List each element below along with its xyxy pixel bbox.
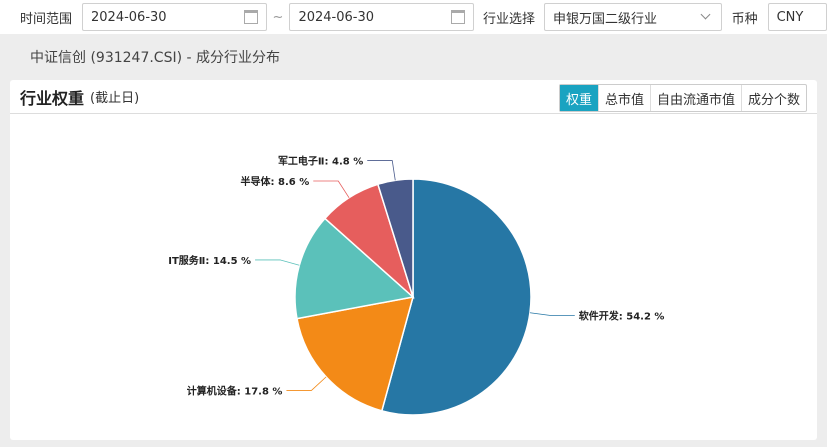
label-leader-line [255,259,300,266]
slice-label: 软件开发: 54.2 % [579,309,665,322]
calendar-icon[interactable] [243,10,258,24]
slice-label: 军工电子Ⅱ: 4.8 % [278,155,363,168]
slice-label: 半导体: 8.6 % [241,175,310,188]
industry-label: 行业选择 [482,11,535,27]
tab-total-market-cap[interactable]: 总市值 [597,85,650,111]
card-header: 行业权重 (截止日) 权重 总市值 自由流通市值 成分个数 [10,80,817,114]
card-subtitle: (截止日) [90,91,140,106]
industry-value: 申银万国二级行业 [552,11,657,27]
filter-bar: 时间范围 2024-06-30 ~ 2024-06-30 行业选择 申银万国二级… [0,0,827,34]
label-leader-line [529,312,575,316]
pie-chart: 软件开发: 54.2 % 计算机设备: 17.8 % IT服务Ⅱ: 14.5 % 半导… [168,155,665,416]
start-date-value: 2024-06-30 [91,9,167,25]
currency-value: CNY [776,9,804,25]
metric-tabs: 权重 总市值 自由流通市值 成分个数 [558,84,807,112]
tab-weight[interactable]: 权重 [559,85,598,111]
end-date-input[interactable]: 2024-06-30 [289,3,474,31]
industry-select[interactable]: 申银万国二级行业 [543,3,722,31]
label-leader-line [313,180,350,199]
pie-slice[interactable] [380,178,532,416]
calendar-icon[interactable] [450,10,465,24]
card-title: 行业权重 [20,88,85,108]
currency-select[interactable]: CNY [767,3,827,31]
pie-slice[interactable] [294,217,415,320]
pie-slice[interactable] [376,178,414,298]
slice-label: 计算机设备: 17.8 % [187,384,283,397]
index-subtitle: 中证信创 (931247.CSI) - 成分行业分布 [30,50,281,66]
tab-constituent-count[interactable]: 成分个数 [740,85,806,111]
chevron-down-icon [700,9,711,20]
industry-weight-card: 行业权重 (截止日) 权重 总市值 自由流通市值 成分个数 软件开发: 54.2… [10,80,817,440]
pie-slice[interactable] [296,296,415,412]
label-leader-line [286,376,327,391]
tab-free-float-market-cap[interactable]: 自由流通市值 [649,85,741,111]
date-separator: ~ [272,9,284,25]
start-date-input[interactable]: 2024-06-30 [82,3,267,31]
label-leader-line [367,160,396,181]
currency-label: 币种 [731,11,758,27]
slice-label: IT服务Ⅱ: 14.5 % [168,254,251,267]
end-date-value: 2024-06-30 [298,9,374,25]
time-range-label: 时间范围 [20,11,73,27]
